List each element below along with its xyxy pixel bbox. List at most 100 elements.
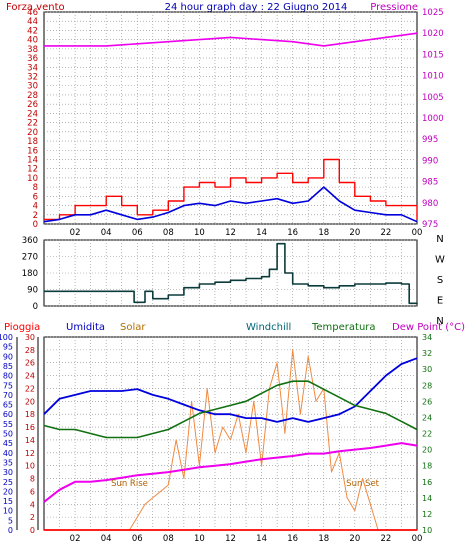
wind-tick-label: 2: [33, 211, 38, 221]
pressure-tick-label: 1025: [422, 8, 444, 18]
wind-tick-label: 24: [27, 109, 38, 119]
wind-tick-label: 10: [27, 174, 38, 184]
wind-tick-label: 12: [27, 165, 38, 175]
x-tick-label: 22: [381, 228, 392, 238]
humidity-tick-label: 75: [3, 381, 13, 390]
pressure-tick-label: 995: [422, 135, 438, 145]
humidity-line: [43, 357, 418, 423]
rain-tick-label: 2: [30, 513, 35, 522]
wind-tick-label: 4: [33, 202, 38, 212]
pressure-tick-label: 980: [422, 199, 438, 209]
humidity-tick-label: 20: [3, 487, 13, 496]
rain-tick-label: 26: [25, 359, 35, 368]
x-tick-label: 00: [412, 228, 423, 238]
humidity-tick-label: 10: [3, 507, 13, 516]
humidity-tick-label: 25: [3, 478, 13, 487]
humidity-tick-label: 85: [3, 362, 13, 371]
wind-tick-label: 28: [27, 91, 38, 101]
pressure-tick-label: 1005: [422, 93, 444, 103]
wind-tick-label: 32: [27, 73, 38, 83]
x-tick-label: 10: [194, 534, 205, 544]
dewpoint-line: [43, 442, 418, 503]
wind-direction-line: [44, 242, 418, 305]
x-tick-label: 08: [163, 534, 174, 544]
wind-tick-label: 20: [27, 128, 38, 138]
temperature-tick-label: 22: [422, 430, 432, 439]
temperature-tick-label: 20: [422, 446, 432, 455]
chart-title: 24 hour graph day : 22 Giugno 2014: [165, 2, 348, 13]
rain-tick-label: 30: [25, 333, 35, 342]
pressure-tick-label: 1000: [422, 114, 444, 124]
humidity-tick-label: 65: [3, 401, 13, 410]
x-tick-label: 18: [318, 534, 329, 544]
x-tick-label: 16: [287, 534, 298, 544]
rain-axis-title: Pioggia: [4, 322, 40, 333]
compass-label: W: [435, 255, 445, 266]
pressure-axis-title: Pressione: [370, 2, 418, 13]
x-tick-label: 22: [381, 534, 392, 544]
humidity-tick-label: 35: [3, 458, 13, 467]
x-tick-label: 12: [225, 534, 236, 544]
rain-tick-label: 8: [30, 475, 35, 484]
humidity-tick-label: 80: [3, 372, 13, 381]
wind-axis-title: Forza vento: [6, 2, 65, 13]
humidity-tick-label: 45: [3, 439, 13, 448]
temperature-tick-label: 10: [422, 526, 432, 535]
pressure-tick-label: 1015: [422, 50, 444, 60]
x-tick-label: 14: [256, 228, 267, 238]
annotation-label: Sun Set: [346, 479, 379, 489]
x-tick-label: 20: [349, 534, 360, 544]
direction-tick-label: 180: [22, 269, 38, 279]
humidity-axis-title: Umidita: [66, 322, 105, 333]
humidity-tick-label: 70: [3, 391, 13, 400]
solar-axis-title: Solar: [120, 322, 146, 333]
rain-tick-label: 22: [25, 384, 35, 393]
dewpoint-legend: Dew Point (°C): [392, 322, 465, 333]
wind-tick-label: 30: [27, 82, 38, 92]
pressure-tick-label: 975: [422, 220, 438, 230]
pressure-tick-label: 1010: [422, 72, 444, 82]
pressure-tick-label: 990: [422, 156, 438, 166]
solar-line: [44, 349, 417, 531]
humidity-tick-label: 40: [3, 449, 13, 458]
x-tick-label: 00: [412, 534, 423, 544]
compass-label: N: [436, 234, 443, 245]
humidity-tick-label: 90: [3, 352, 13, 361]
temperature-tick-label: 34: [422, 333, 432, 342]
temperature-tick-label: 26: [422, 397, 432, 406]
x-tick-label: 20: [349, 228, 360, 238]
humidity-tick-label: 30: [3, 468, 13, 477]
wind-tick-label: 6: [33, 192, 38, 202]
wind-tick-label: 42: [27, 26, 38, 36]
x-tick-label: 06: [132, 228, 143, 238]
temperature-tick-label: 18: [422, 462, 432, 471]
rain-tick-label: 0: [30, 526, 35, 535]
rain-tick-label: 24: [25, 372, 35, 381]
wind-tick-label: 0: [33, 220, 38, 230]
x-tick-label: 04: [101, 228, 112, 238]
wind-tick-label: 44: [27, 17, 38, 27]
humidity-tick-label: 55: [3, 420, 13, 429]
humidity-tick-label: 15: [3, 497, 13, 506]
direction-tick-label: 360: [22, 236, 38, 246]
direction-tick-label: 0: [33, 302, 38, 312]
rain-tick-label: 20: [25, 397, 35, 406]
wind-tick-label: 16: [27, 146, 38, 156]
humidity-tick-label: 95: [3, 343, 13, 352]
x-tick-label: 08: [163, 228, 174, 238]
x-tick-label: 16: [287, 228, 298, 238]
pressure-line: [44, 32, 418, 47]
x-tick-label: 18: [318, 228, 329, 238]
pressure-tick-label: 1020: [422, 29, 444, 39]
annotation-label: Sun Rise: [111, 479, 148, 489]
wind-tick-label: 36: [27, 54, 38, 64]
x-tick-label: 14: [256, 534, 267, 544]
wind-tick-label: 46: [27, 8, 38, 18]
temperature-tick-label: 14: [422, 494, 432, 503]
wind-tick-label: 22: [27, 119, 38, 129]
direction-tick-label: 90: [27, 286, 38, 296]
temperature-legend: Temperatura: [311, 322, 376, 333]
rain-tick-label: 18: [25, 410, 35, 419]
